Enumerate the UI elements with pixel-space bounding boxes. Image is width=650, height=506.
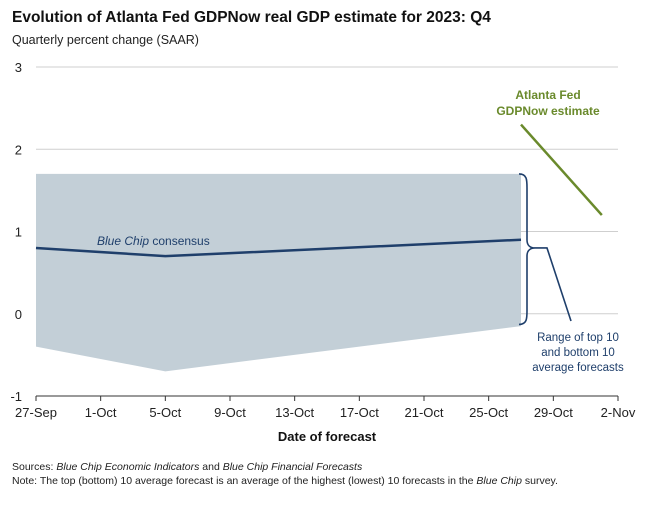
gdpnow-label-line2: GDPNow estimate [496, 104, 600, 118]
y-tick-label: 0 [15, 307, 22, 322]
y-tick-label: 1 [15, 225, 22, 240]
range-label-line2: and bottom 10 [541, 347, 615, 359]
x-tick-label: 1-Oct [85, 405, 117, 420]
range-label-line1: Range of top 10 [537, 332, 619, 344]
x-tick-label: 29-Oct [534, 405, 573, 420]
x-tick-label: 25-Oct [469, 405, 508, 420]
annotation-layer: Atlanta Fed GDPNow estimate Blue Chip co… [97, 88, 624, 374]
y-tick-label: 2 [15, 142, 22, 157]
note-text: The top (bottom) 10 average forecast is … [39, 475, 477, 487]
range-leader-line [535, 247, 572, 322]
sources-and: and [199, 461, 223, 473]
note-label: Note: [12, 475, 40, 487]
sources-line: Sources: Blue Chip Economic Indicators a… [12, 460, 558, 474]
x-tick-label: 13-Oct [275, 405, 314, 420]
range-label-line3: average forecasts [532, 362, 624, 374]
x-tick-label: 17-Oct [340, 405, 379, 420]
bluechip-label-rest: consensus [149, 234, 210, 248]
series-layer [35, 123, 603, 258]
gdpnow-estimate-line [520, 123, 603, 216]
sources-source-1: Blue Chip Economic Indicators [56, 461, 200, 473]
bluechip-label-italic: Blue Chip [97, 234, 149, 248]
chart-subtitle: Quarterly percent change (SAAR) [12, 33, 199, 47]
note-line: Note: The top (bottom) 10 average foreca… [12, 474, 558, 488]
range-band-layer [36, 173, 521, 372]
sources-note: Sources: Blue Chip Economic Indicators a… [12, 460, 558, 488]
x-tick-label: 5-Oct [149, 405, 181, 420]
x-tick-label: 2-Nov [601, 405, 636, 420]
x-tick-label: 27-Sep [15, 405, 57, 420]
gdpnow-label-line1: Atlanta Fed [515, 88, 580, 102]
bluechip-label: Blue Chip consensus [97, 234, 210, 248]
chart-title: Evolution of Atlanta Fed GDPNow real GDP… [12, 9, 491, 26]
y-tick-label: 3 [15, 60, 22, 75]
x-tick-label: 9-Oct [214, 405, 246, 420]
y-tick-label: -1 [10, 389, 22, 404]
range-band [36, 173, 521, 372]
x-tick-label: 21-Oct [404, 405, 443, 420]
note-italic: Blue Chip [476, 475, 522, 487]
x-axis-title: Date of forecast [278, 429, 377, 444]
sources-source-2: Blue Chip Financial Forecasts [222, 461, 363, 473]
bluechip-consensus-line [35, 238, 522, 258]
note-end: survey. [521, 475, 558, 487]
sources-label: Sources: [12, 461, 57, 473]
range-bracket [518, 173, 536, 326]
axis-layer: 3 2 1 0 -127-Sep 1-Oct 5-Oct 9-Oct 13-Oct 17-Oct 2… [10, 60, 635, 444]
